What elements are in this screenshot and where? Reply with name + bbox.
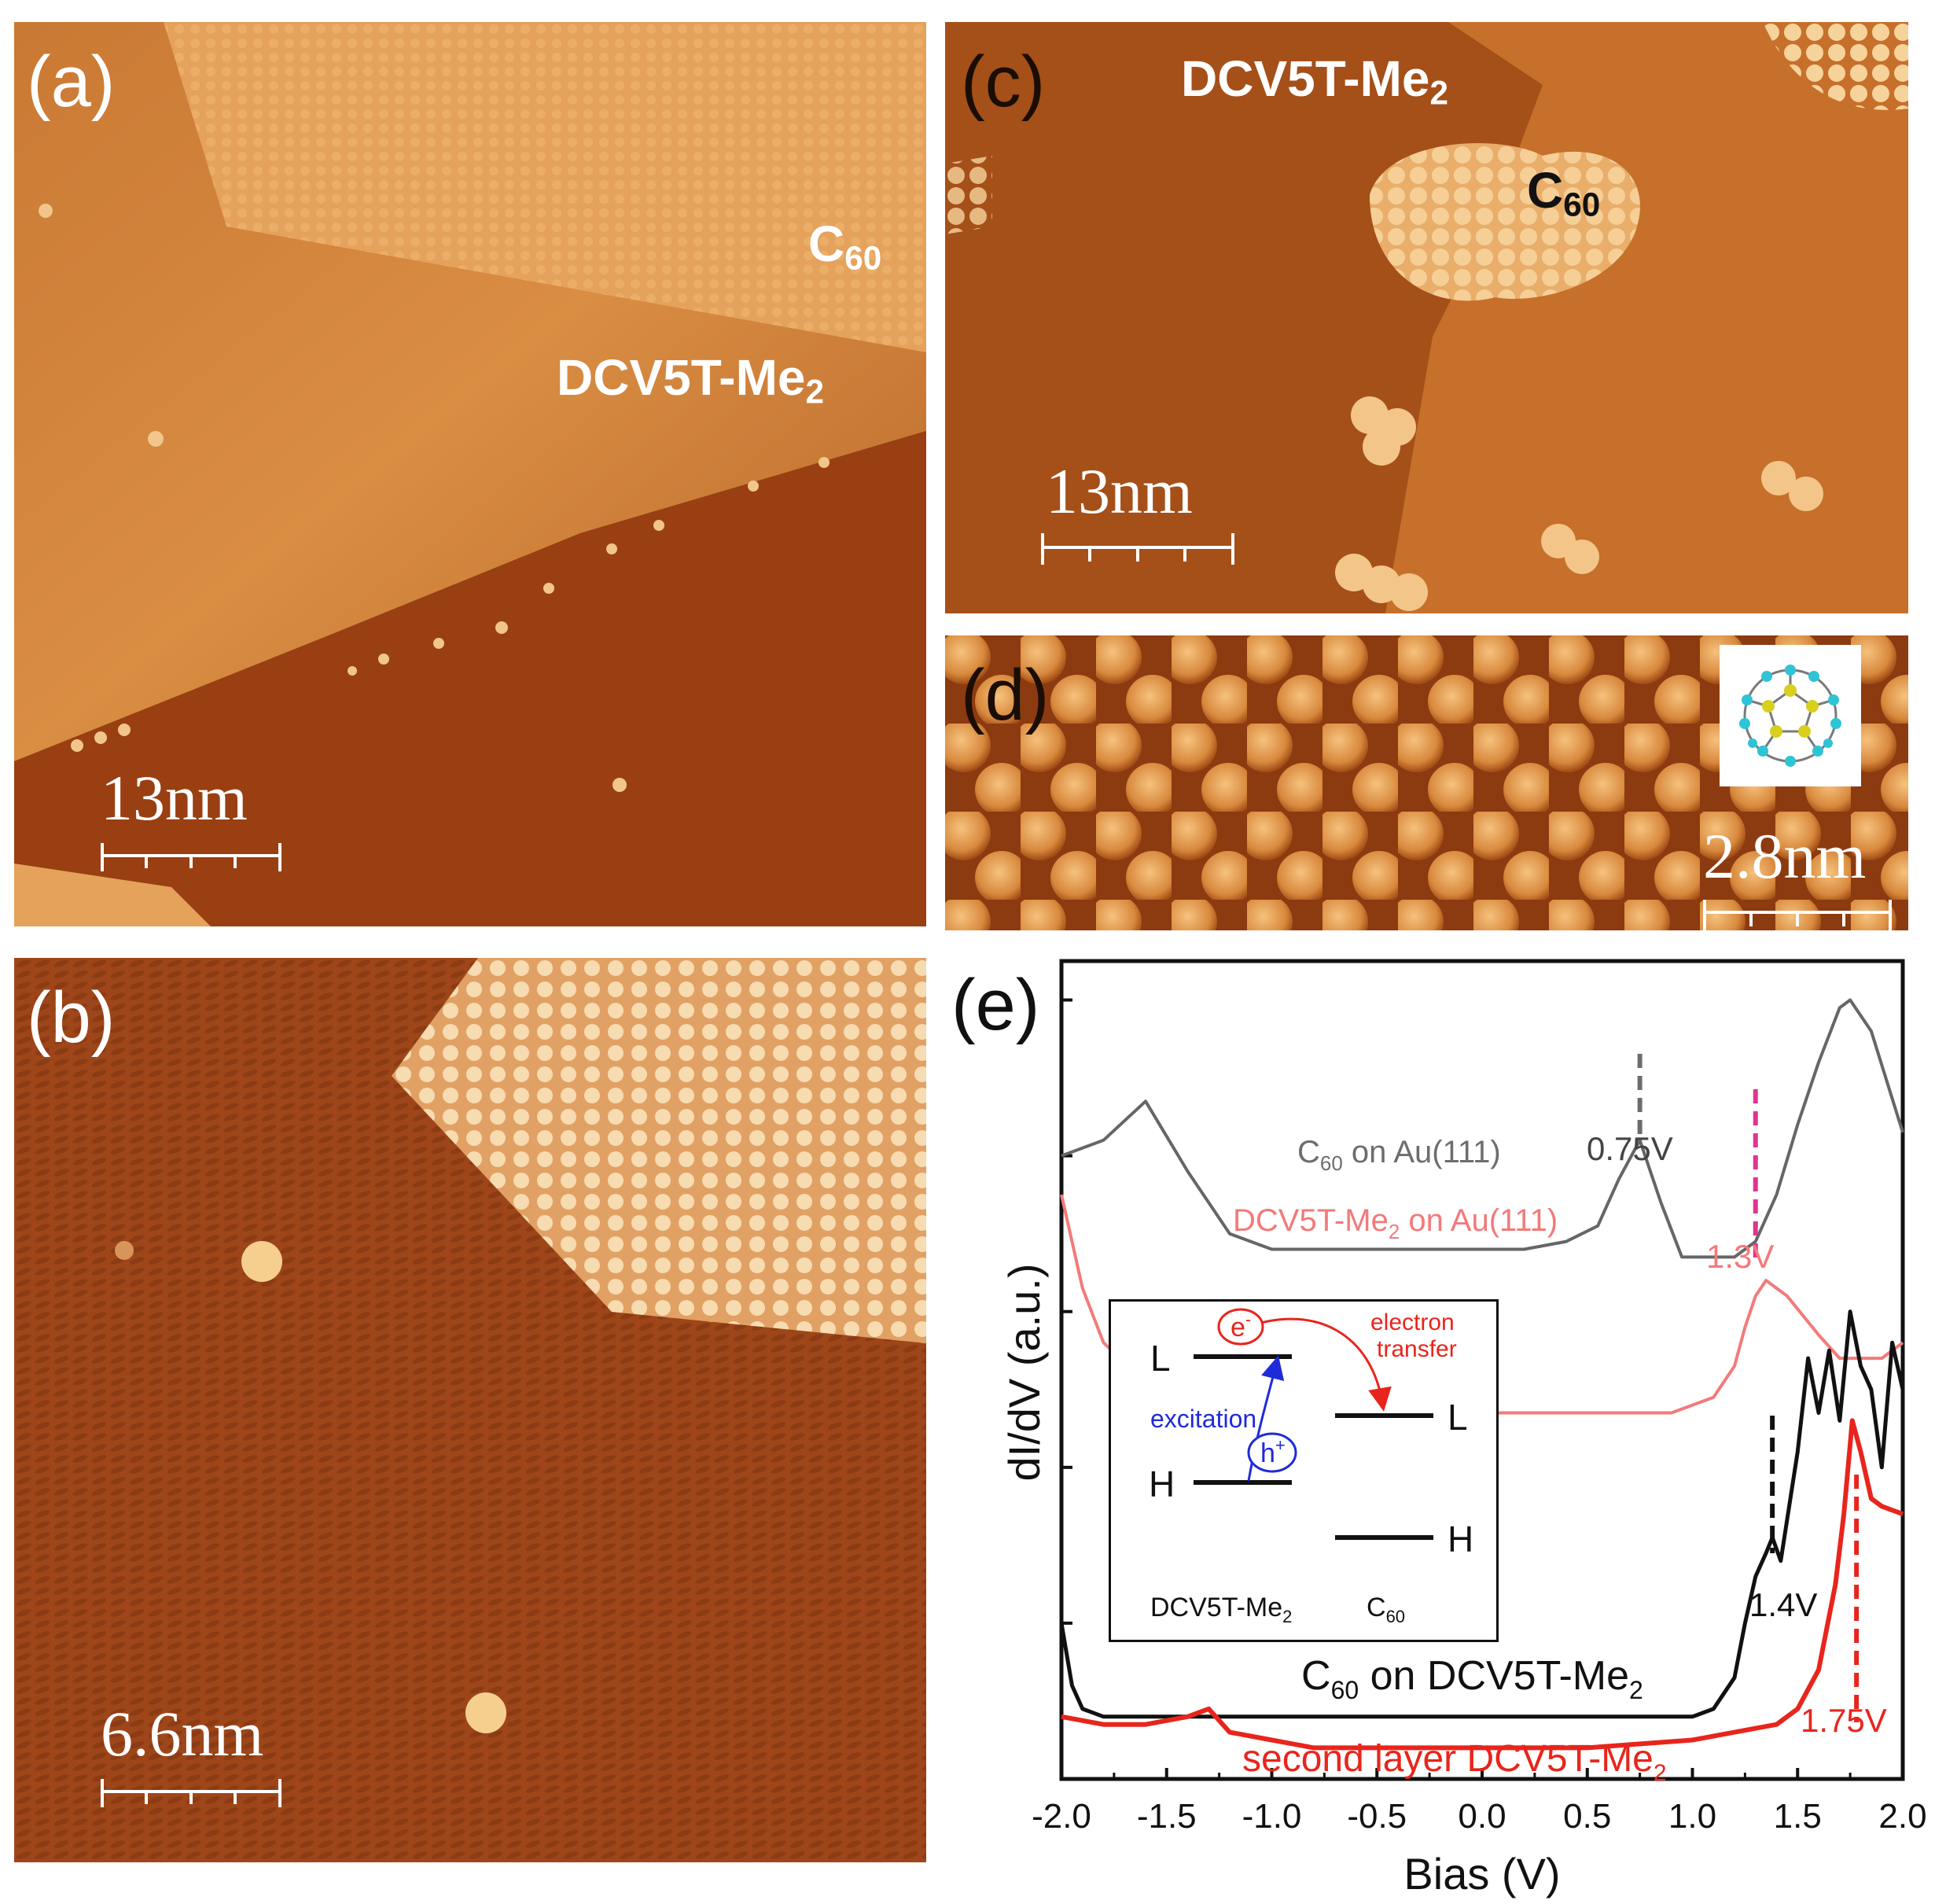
- panel-a-topography: [14, 22, 926, 926]
- panel-d-scalebar: 2.8nm: [1701, 824, 1898, 930]
- y-axis-label: dI/dV (a.u.): [999, 1263, 1049, 1481]
- acceptor-name-sub: 60: [1386, 1607, 1405, 1626]
- panel-b-scale-ticks: [101, 1779, 281, 1807]
- panel-c-stm-image: (c) DCV5T-Me2 C60 13nm: [945, 22, 1908, 613]
- x-axis-ticks: -2.0 -1.5 -1.0 -0.5 0.0 0.5 1.0 1.5 2.0: [1032, 1768, 1927, 1836]
- c60-buckyball-icon: [1739, 665, 1841, 767]
- panel-a-stm-image: (a) C60 DCV5T-Me2 13nm: [14, 22, 926, 926]
- hole-circle: [1247, 1432, 1297, 1473]
- peak-markers: [1637, 1054, 1860, 1722]
- panel-c-c60-sub: 60: [1563, 186, 1601, 223]
- x-tick-label: 1.5: [1774, 1797, 1822, 1836]
- electron-transfer-text-1: electron: [1370, 1309, 1455, 1335]
- x-tick-label: 2.0: [1878, 1797, 1926, 1836]
- x-tick-label: -2.0: [1032, 1797, 1091, 1836]
- excitation-text: excitation: [1150, 1405, 1256, 1433]
- donor-name: DCV5T-Me2: [1150, 1593, 1292, 1626]
- series-dcv-au-main: DCV5T-Me: [1233, 1203, 1389, 1238]
- x-tick-label: 0.5: [1563, 1797, 1611, 1836]
- panel-c-dcv-text: DCV5T-Me: [1181, 50, 1430, 107]
- series-second-layer-sub: 2: [1654, 1760, 1667, 1786]
- series-c60-au-main: C: [1297, 1135, 1320, 1169]
- series-label-c60-au: C60 on Au(111): [1297, 1135, 1501, 1175]
- panel-b-scalebar: 6.6nm: [101, 1697, 289, 1823]
- marker-label-14: 1.4V: [1749, 1586, 1817, 1623]
- panel-d-stm-image: (d) 2.8nm: [945, 635, 1908, 930]
- panel-b-scale-text: 6.6nm: [101, 1698, 264, 1770]
- panel-b-stm-image: (b) 6.6nm: [14, 958, 926, 1862]
- y-axis-ticks: [1061, 998, 1072, 1625]
- series-c60-dcv-tail-sub: 2: [1629, 1676, 1643, 1704]
- panel-a-scale-text: 13nm: [101, 762, 248, 834]
- panel-c-scale-text: 13nm: [1046, 455, 1193, 527]
- x-tick-label: -1.5: [1137, 1797, 1197, 1836]
- marker-label-175: 1.75V: [1801, 1702, 1887, 1739]
- panel-b-topography: [14, 958, 926, 1862]
- acceptor-name: C60: [1367, 1593, 1405, 1626]
- x-axis-label: Bias (V): [1403, 1849, 1560, 1898]
- series-label-second-layer: second layer DCV5T-Me2: [1242, 1738, 1667, 1786]
- electron-transfer-arrow: [1252, 1317, 1392, 1412]
- series-label-c60-dcv: C60 on DCV5T-Me2: [1301, 1653, 1643, 1704]
- hole-text: h: [1260, 1438, 1275, 1468]
- electron-sup: -: [1245, 1309, 1251, 1329]
- panel-a-scale-ticks: [101, 843, 281, 871]
- panel-a-c60-label: C60: [808, 219, 881, 275]
- panel-c-dcv-sub: 2: [1429, 74, 1449, 112]
- series-c60-dcv-tail: on DCV5T-Me: [1359, 1653, 1629, 1699]
- series-label-dcv-au: DCV5T-Me2 on Au(111): [1233, 1203, 1558, 1243]
- panel-a-dcv-sub: 2: [805, 373, 825, 411]
- series-dcv-au-sub: 2: [1389, 1220, 1400, 1243]
- marker-label-075: 0.75V: [1587, 1130, 1673, 1167]
- panel-c-c60-text: C: [1527, 162, 1564, 219]
- panel-d-scale-ticks: [1703, 900, 1892, 930]
- donor-name-sub: 2: [1282, 1607, 1292, 1626]
- electron-symbol: e-: [1231, 1309, 1251, 1342]
- panel-c-scalebar: 13nm: [1039, 447, 1244, 580]
- series-c60-dcv-sub: 60: [1331, 1676, 1359, 1704]
- panel-d-scale-text: 2.8nm: [1703, 820, 1867, 892]
- panel-c-label: (c): [961, 42, 1046, 122]
- hole-symbol: h+: [1260, 1435, 1286, 1468]
- panel-a-dcv-label: DCV5T-Me2: [557, 352, 824, 409]
- panel-a-c60-sub: 60: [844, 239, 882, 277]
- panel-b-label: (b): [27, 978, 116, 1058]
- series-c60-dcv-main: C: [1301, 1653, 1331, 1699]
- series-second-layer-main: second layer DCV5T-Me: [1242, 1738, 1654, 1780]
- energy-diagram-inset: L H L H e- h+ electron transfer excitati…: [1109, 1299, 1499, 1642]
- series-c60-au-tail: on Au(111): [1343, 1135, 1501, 1169]
- electron-text: e: [1231, 1313, 1245, 1342]
- donor-name-main: DCV5T-Me: [1150, 1593, 1282, 1622]
- hole-sup: +: [1275, 1435, 1286, 1455]
- acceptor-name-main: C: [1367, 1593, 1386, 1622]
- panel-c-dcv-label: DCV5T-Me2: [1181, 53, 1448, 110]
- donor-homo-text: H: [1149, 1464, 1175, 1504]
- panel-e-label: (e): [951, 965, 1040, 1045]
- panel-a-label: (a): [27, 42, 116, 122]
- acceptor-homo-text: H: [1448, 1519, 1473, 1560]
- donor-lumo-text: L: [1150, 1338, 1171, 1379]
- x-tick-label: 0.0: [1458, 1797, 1506, 1836]
- acceptor-lumo-text: L: [1448, 1397, 1468, 1438]
- panel-c-scale-ticks: [1041, 533, 1234, 565]
- panel-d-label: (d): [961, 655, 1050, 735]
- x-tick-label: -0.5: [1347, 1797, 1407, 1836]
- panel-c-topography: [945, 22, 1908, 613]
- x-tick-label: 1.0: [1668, 1797, 1716, 1836]
- energy-diagram: L H L H e- h+ electron transfer excitati…: [1149, 1308, 1473, 1626]
- excitation-arrow: [1247, 1355, 1285, 1482]
- series-dcv-au-tail: on Au(111): [1400, 1203, 1558, 1238]
- x-tick-label: -1.0: [1242, 1797, 1302, 1836]
- electron-circle: [1217, 1308, 1264, 1346]
- panel-c-c60-label: C60: [1527, 165, 1600, 222]
- panel-a-c60-text: C: [808, 215, 845, 272]
- marker-label-13: 1.3V: [1706, 1238, 1774, 1275]
- series-line-0: [1061, 998, 1904, 1259]
- panel-a-dcv-text: DCV5T-Me: [557, 349, 806, 406]
- panel-a-scalebar: 13nm: [101, 761, 289, 887]
- series-c60-au-sub: 60: [1320, 1151, 1343, 1175]
- c60-molecule-inset: [1720, 645, 1861, 786]
- electron-transfer-text-2: transfer: [1377, 1336, 1457, 1362]
